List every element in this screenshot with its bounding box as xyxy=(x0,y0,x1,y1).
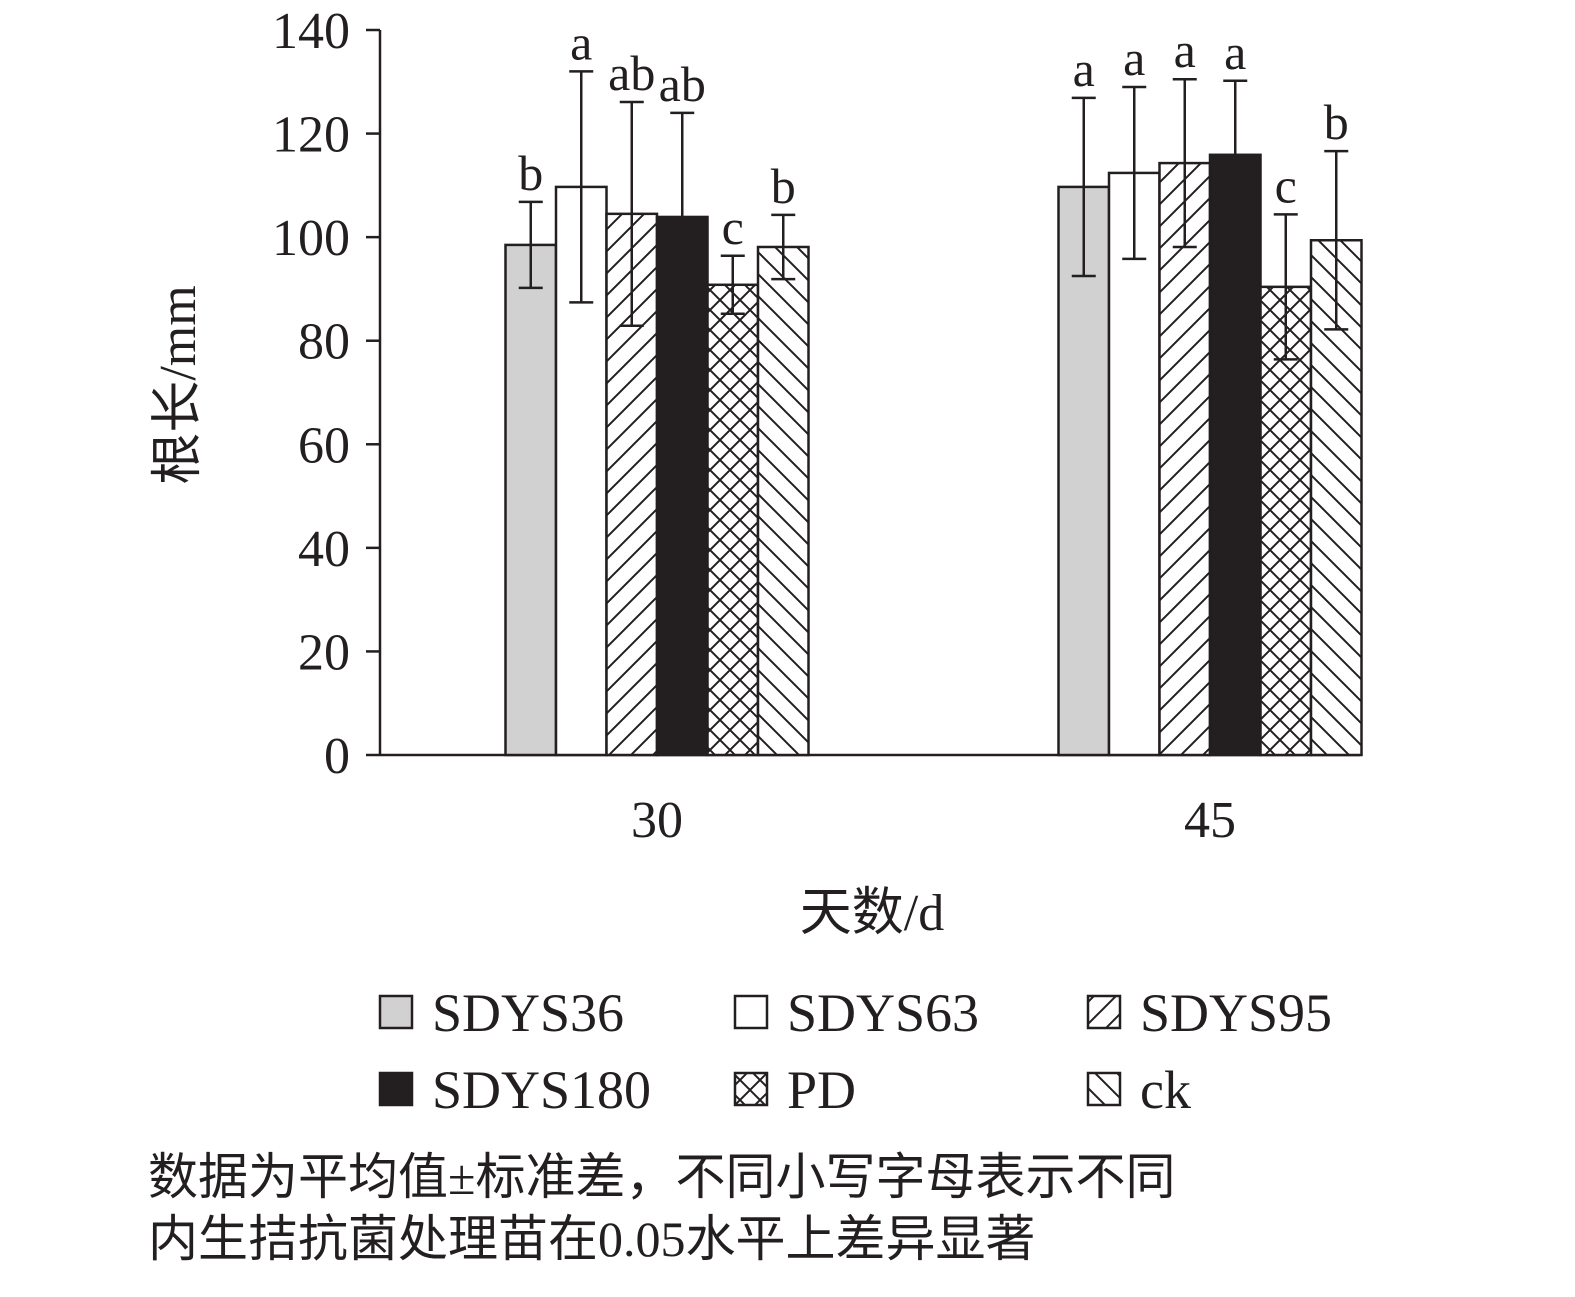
axes: 0 20 40 60 80 100 120 140 xyxy=(272,3,1360,785)
y-tick-label: 120 xyxy=(272,107,350,164)
bar xyxy=(756,245,810,757)
legend-swatch xyxy=(733,994,769,1030)
significance-letter: a xyxy=(1174,22,1196,78)
x-tick-label: 30 xyxy=(631,792,683,849)
significance-letter: a xyxy=(1224,24,1246,80)
y-tick-label: 80 xyxy=(298,314,350,371)
significance-letter: ab xyxy=(608,45,655,101)
significance-letter: c xyxy=(1275,157,1297,213)
legend: SDYS36 SDYS63 SDYS95 SDYS180 PD ck xyxy=(378,983,1332,1120)
bar xyxy=(706,283,760,757)
significance-letter: ab xyxy=(659,56,706,112)
legend-label: ck xyxy=(1140,1060,1191,1120)
x-tick-label: 45 xyxy=(1184,792,1236,849)
legend-label: SDYS180 xyxy=(432,1060,651,1120)
bar xyxy=(504,243,558,757)
y-tick-label: 0 xyxy=(324,728,350,785)
significance-letter: a xyxy=(570,14,592,70)
caption-line-2: 内生拮抗菌处理苗在0.05水平上差异显著 xyxy=(148,1211,1036,1267)
significance-letter: a xyxy=(1073,41,1095,97)
legend-label: SDYS63 xyxy=(787,983,979,1043)
bar xyxy=(1158,161,1212,757)
legend-swatch xyxy=(378,994,414,1030)
y-tick-label: 20 xyxy=(298,624,350,681)
legend-label: SDYS36 xyxy=(432,983,624,1043)
legend-swatch xyxy=(733,1071,769,1107)
legend-swatch xyxy=(378,1071,414,1107)
y-tick-label: 40 xyxy=(298,521,350,578)
legend-swatch xyxy=(1086,1071,1122,1107)
legend-label: PD xyxy=(787,1060,856,1120)
bar xyxy=(1107,171,1161,757)
y-tick-label: 140 xyxy=(272,3,350,60)
y-tick-label: 100 xyxy=(272,210,350,267)
significance-letter: b xyxy=(1324,94,1349,150)
bar xyxy=(1259,285,1313,757)
y-tick-label: 60 xyxy=(298,417,350,474)
bar xyxy=(1208,153,1262,757)
significance-letter: b xyxy=(771,158,796,214)
bar xyxy=(1057,185,1111,757)
significance-letter: b xyxy=(518,145,543,201)
x-axis-label: 天数/d xyxy=(800,885,944,942)
legend-label: SDYS95 xyxy=(1140,983,1332,1043)
significance-letter: c xyxy=(722,199,744,255)
legend-swatch xyxy=(1086,994,1122,1030)
significance-letter: a xyxy=(1123,30,1145,86)
y-axis-label: 根长/mm xyxy=(150,285,207,484)
caption-line-1: 数据为平均值±标准差，不同小写字母表示不同 xyxy=(148,1149,1176,1205)
